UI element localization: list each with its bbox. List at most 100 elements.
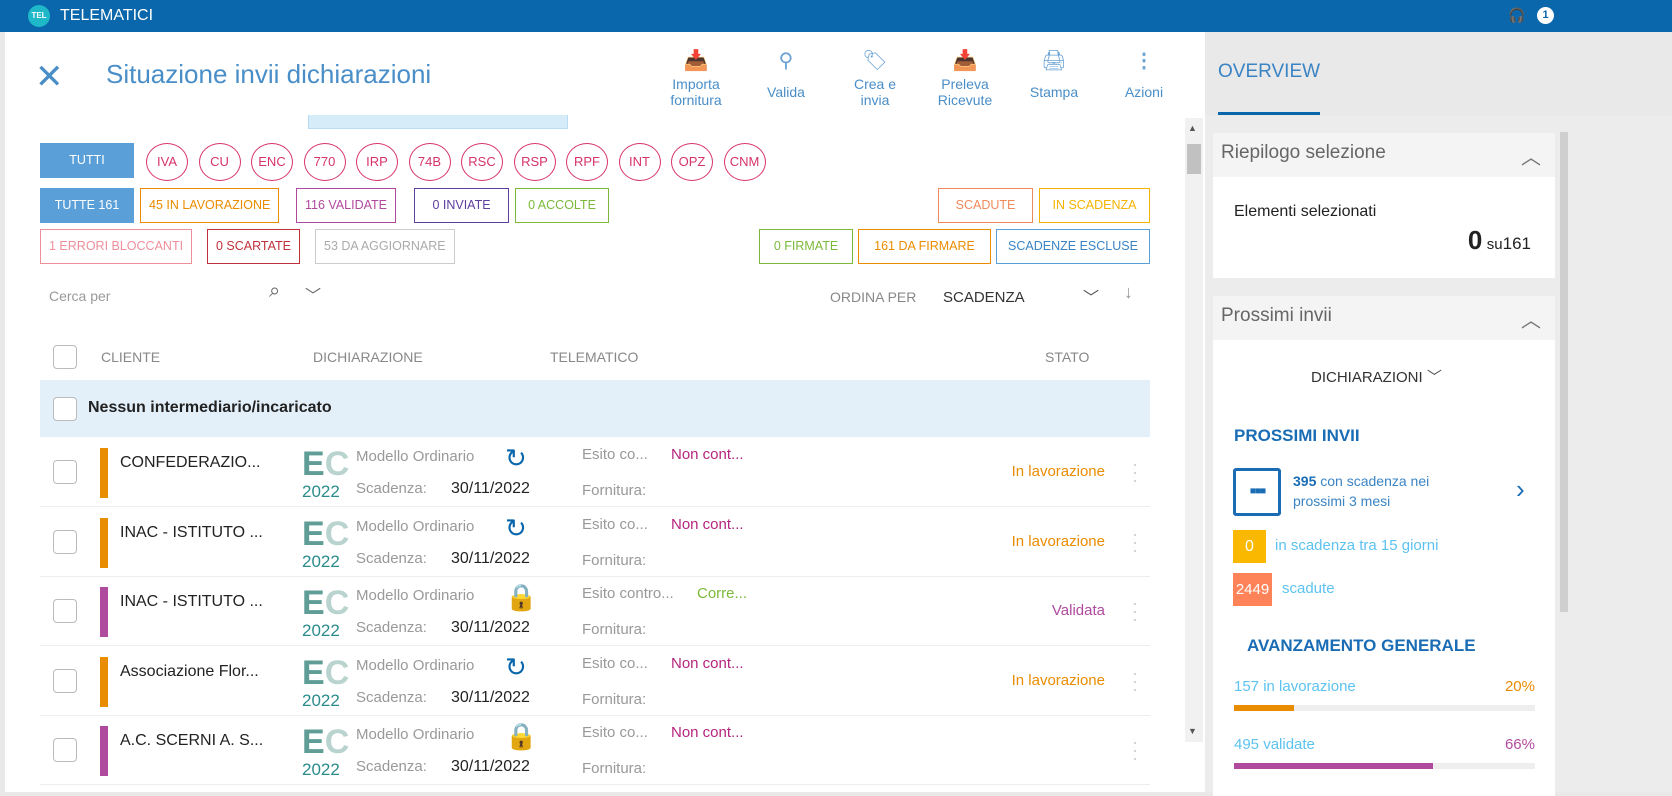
preleva-ricevute-button[interactable]: 📥 Preleva Ricevute <box>925 46 1005 108</box>
type-filter-iva[interactable]: IVA <box>146 143 188 181</box>
search-icon[interactable]: ⌕ <box>269 280 281 302</box>
table-row[interactable]: INAC - ISTITUTO ... EC 2022 Modello Ordi… <box>40 508 1150 577</box>
more-vertical-icon[interactable]: · · · <box>1132 454 1138 490</box>
type-filter-rsp[interactable]: RSP <box>513 143 556 181</box>
scroll-down-icon[interactable]: ▼ <box>1188 726 1197 736</box>
text: con scadenza nei <box>1320 473 1430 489</box>
group-row[interactable]: Nessun intermediario/incaricato <box>40 380 1150 437</box>
overview-panel: OVERVIEW Riepilogo selezione ︿ Elementi … <box>1205 32 1672 796</box>
row-checkbox[interactable] <box>53 668 77 693</box>
filter-in-scadenza[interactable]: IN SCADENZA <box>1039 188 1150 223</box>
progress-label: 495 validate <box>1234 736 1315 753</box>
crea-invia-button[interactable]: 🏷 Crea e invia <box>835 46 915 108</box>
type-filter-int[interactable]: INT <box>618 143 661 181</box>
chevron-down-icon[interactable]: ﹀ <box>1083 290 1100 307</box>
azioni-button[interactable]: ⋮ Azioni <box>1104 46 1184 100</box>
valida-button[interactable]: ⚲ Valida <box>746 46 826 100</box>
chevron-down-icon[interactable]: ﹀ <box>305 288 322 305</box>
filter-inviate[interactable]: 0 INVIATE <box>414 188 509 223</box>
status-color-bar <box>100 448 108 498</box>
filter-accolte[interactable]: 0 ACCOLTE <box>515 188 609 223</box>
sort-select[interactable]: SCADENZA <box>943 289 1025 306</box>
type-filter-irp[interactable]: IRP <box>356 143 398 181</box>
progress-percent: 66% <box>1504 736 1535 753</box>
row-checkbox[interactable] <box>53 599 77 623</box>
filter-tutte[interactable]: TUTTE 161 <box>40 188 134 223</box>
upcoming-count: 395 <box>1293 473 1317 489</box>
header-cliente[interactable]: CLIENTE <box>101 349 161 365</box>
sort-label: ORDINA PER <box>830 289 917 305</box>
select-all-checkbox[interactable] <box>53 345 77 369</box>
stampa-button[interactable]: 🖨 Stampa <box>1014 46 1094 100</box>
dichiarazione-logo-icon: EC <box>302 584 350 622</box>
type-filter-770[interactable]: 770 <box>303 143 346 181</box>
more-vertical-icon[interactable]: · · · <box>1132 662 1138 699</box>
more-vertical-icon[interactable]: · · · <box>1132 732 1138 768</box>
chevron-up-icon[interactable]: ︿ <box>1521 147 1541 169</box>
year: 2022 <box>302 760 340 779</box>
refresh-icon: ↻ <box>505 651 527 682</box>
type-filter-cu[interactable]: CU <box>198 143 241 181</box>
client-name[interactable]: Associazione Flor... <box>120 662 259 680</box>
filter-errori[interactable]: 1 ERRORI BLOCCANTI <box>40 229 193 264</box>
type-filter-enc[interactable]: ENC <box>251 143 293 181</box>
filter-scadenze-escluse[interactable]: SCADENZE ESCLUSE <box>996 229 1150 264</box>
table-row[interactable]: INAC - ISTITUTO ... EC 2022 Modello Ordi… <box>40 577 1150 646</box>
row-checkbox[interactable] <box>53 738 77 762</box>
row-checkbox[interactable] <box>53 460 77 484</box>
header-telematico[interactable]: TELEMATICO <box>550 349 639 365</box>
search-input[interactable]: Cerca per <box>49 288 111 304</box>
filter-validate[interactable]: 116 VALIDATE <box>296 188 396 223</box>
dichiarazioni-dropdown[interactable]: DICHIARAZIONI ﹀ <box>1311 366 1442 387</box>
type-tutti[interactable]: TUTTI <box>40 143 134 178</box>
selected-label: Elementi selezionati <box>1234 203 1377 220</box>
upcoming-summary[interactable]: 395 con scadenza nei prossimi 3 mesi <box>1293 471 1429 511</box>
chevron-up-icon[interactable]: ︿ <box>1521 310 1541 332</box>
refresh-icon: ↻ <box>505 512 527 543</box>
client-name[interactable]: INAC - ISTITUTO ... <box>120 593 263 610</box>
close-icon[interactable]: ✕ <box>35 58 64 96</box>
filter-lavorazione[interactable]: 45 IN LAVORAZIONE <box>140 188 280 223</box>
esito-label: Esito co... <box>582 724 648 741</box>
scroll-up-icon[interactable]: ▲ <box>1188 123 1197 133</box>
group-checkbox[interactable] <box>53 397 77 421</box>
client-name[interactable]: INAC - ISTITUTO ... <box>120 523 263 541</box>
refresh-icon: ↻ <box>505 443 527 473</box>
scroll-thumb[interactable] <box>1187 144 1201 174</box>
scrollbar[interactable]: ▲ ▼ <box>1185 118 1203 742</box>
header-stato[interactable]: STATO <box>1045 349 1090 365</box>
import-fornitura-button[interactable]: 📥 Importa fornitura <box>656 46 736 108</box>
notification-badge[interactable]: 1 <box>1537 7 1554 24</box>
in-scadenza-text[interactable]: in scadenza tra 15 giorni <box>1275 537 1439 554</box>
more-vertical-icon[interactable]: · · · <box>1132 523 1138 560</box>
client-name[interactable]: A.C. SCERNI A. S... <box>120 732 264 749</box>
row-checkbox[interactable] <box>53 529 77 554</box>
filter-da-firmare[interactable]: 161 DA FIRMARE <box>858 229 991 264</box>
client-name[interactable]: CONFEDERAZIO... <box>120 454 261 471</box>
in-scadenza-count: 0 <box>1233 530 1266 563</box>
calendar-icon: ▪▪▪ <box>1233 468 1281 516</box>
filter-aggiornare[interactable]: 53 DA AGGIORNARE <box>315 229 455 264</box>
more-vertical-icon[interactable]: · · · <box>1132 593 1138 629</box>
chevron-right-icon[interactable]: › <box>1516 474 1525 504</box>
support-headset-icon[interactable]: 🎧 <box>1508 7 1526 23</box>
overview-scrollbar[interactable] <box>1560 132 1568 612</box>
fornitura-label: Fornitura: <box>582 621 647 638</box>
filter-firmate[interactable]: 0 FIRMATE <box>759 229 853 264</box>
filter-scadute[interactable]: SCADUTE <box>938 188 1033 223</box>
type-filter-rpf[interactable]: RPF <box>566 143 608 181</box>
header-dichiarazione[interactable]: DICHIARAZIONE <box>313 349 423 365</box>
scadute-text[interactable]: scadute <box>1282 580 1335 597</box>
table-row[interactable]: Associazione Flor... EC 2022 Modello Ord… <box>40 647 1150 716</box>
tab-underline <box>1218 112 1320 115</box>
type-filter-rsc[interactable]: RSC <box>461 143 503 181</box>
table-row[interactable]: A.C. SCERNI A. S... EC 2022 Modello Ordi… <box>40 716 1150 785</box>
tab-overview[interactable]: OVERVIEW <box>1218 61 1321 82</box>
type-filter-opz[interactable]: OPZ <box>671 143 713 181</box>
filter-scartate[interactable]: 0 SCARTATE <box>207 229 301 264</box>
sort-direction-icon[interactable]: ↓ <box>1124 282 1133 302</box>
table-row[interactable]: CONFEDERAZIO... EC 2022 Modello Ordinari… <box>40 438 1150 507</box>
type-filter-cnm[interactable]: CNM <box>723 143 766 181</box>
status-color-bar <box>100 517 108 568</box>
type-filter-74b[interactable]: 74B <box>408 143 451 181</box>
